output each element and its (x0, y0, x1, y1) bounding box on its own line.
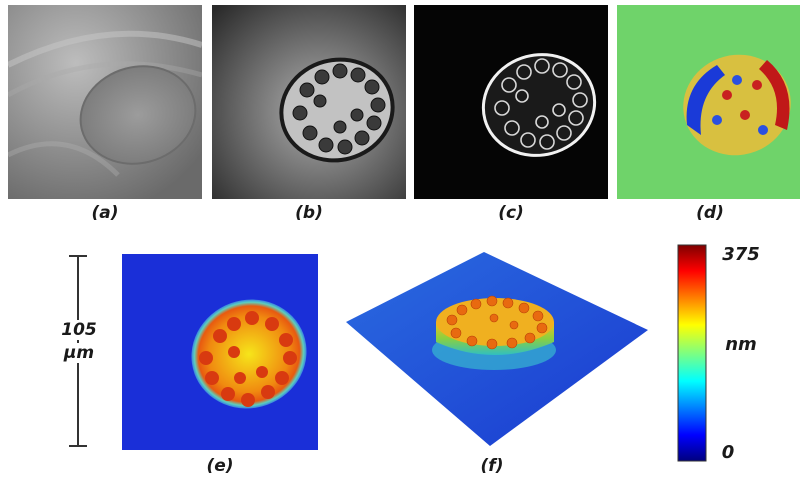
panel-f-caption: (f) (480, 456, 504, 476)
panel-d-image (617, 5, 800, 199)
scale-bar-value: 105 (44, 320, 114, 340)
panel-c-caption: (c) (498, 203, 524, 223)
scale-bar-unit: µm (44, 343, 114, 363)
colorbar-unit-label: nm (725, 334, 757, 355)
panel-b-image (212, 5, 406, 199)
colorbar (677, 244, 707, 462)
panel-e-image (122, 254, 318, 450)
colorbar-max-label: 375 (722, 244, 760, 265)
panel-d-caption: (d) (696, 203, 724, 223)
panel-c-image (414, 5, 608, 199)
panel-f-image (344, 250, 650, 450)
panel-b-caption: (b) (295, 203, 323, 223)
panel-a-image (8, 5, 202, 199)
colorbar-min-label: 0 (721, 442, 735, 463)
panel-e-caption: (e) (206, 456, 234, 476)
panel-a-caption: (a) (91, 203, 119, 223)
